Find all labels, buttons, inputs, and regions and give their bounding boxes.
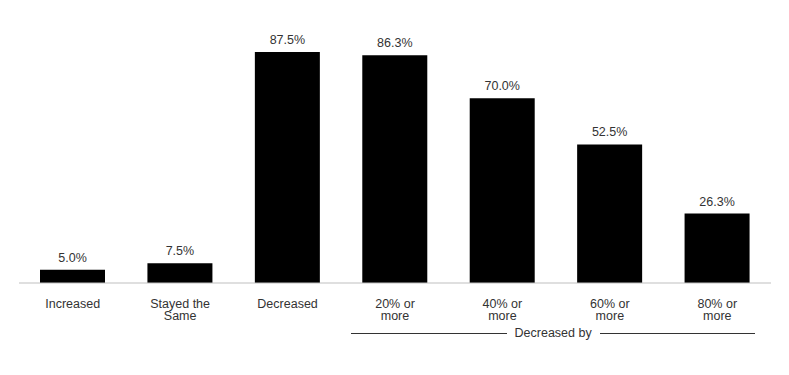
- svg-text:20% ormore: 20% ormore: [375, 297, 415, 324]
- svg-text:52.5%: 52.5%: [592, 125, 627, 139]
- svg-text:Increased: Increased: [45, 297, 100, 311]
- svg-text:5.0%: 5.0%: [58, 251, 87, 265]
- svg-text:7.5%: 7.5%: [166, 244, 195, 258]
- svg-text:87.5%: 87.5%: [270, 33, 305, 47]
- svg-text:40% ormore: 40% ormore: [483, 297, 523, 324]
- svg-text:60% ormore: 60% ormore: [590, 297, 630, 324]
- svg-text:26.3%: 26.3%: [699, 195, 734, 209]
- html-text:Decreased by: Decreased by: [514, 326, 592, 340]
- svg-text:Stayed theSame: Stayed theSame: [150, 297, 210, 324]
- svg-text:70.0%: 70.0%: [484, 79, 519, 93]
- svg-text:86.3%: 86.3%: [377, 36, 412, 50]
- svg-text:Decreased: Decreased: [257, 297, 317, 311]
- svg-text:80% ormore: 80% ormore: [697, 297, 737, 324]
